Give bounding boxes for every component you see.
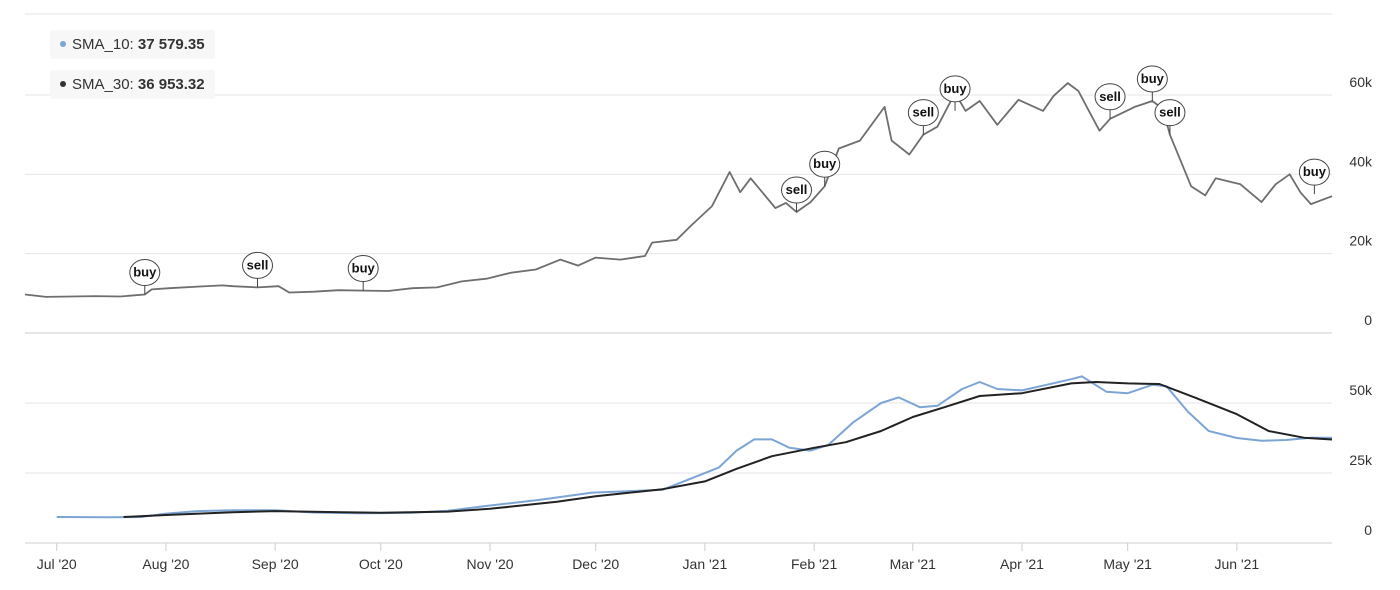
- x-tick-label: Dec '20: [572, 556, 619, 572]
- flag-label: sell: [1099, 89, 1121, 104]
- series-line-sma-30: [123, 381, 1333, 518]
- flag-buy[interactable]: buy: [1298, 158, 1330, 195]
- flag-sell[interactable]: sell: [242, 251, 274, 288]
- x-tick-label: Jan '21: [683, 556, 728, 572]
- flag-buy[interactable]: buy: [1136, 65, 1168, 101]
- flag-bubble: [1094, 83, 1126, 111]
- flag-buy[interactable]: buy: [129, 259, 161, 295]
- flag-bubble: [1136, 65, 1168, 93]
- y-tick-label: 50k: [1349, 382, 1373, 398]
- flag-bubble: [242, 251, 274, 279]
- x-tick-label: Sep '20: [252, 556, 299, 572]
- y-tick-label: 25k: [1349, 452, 1373, 468]
- flag-label: buy: [1303, 164, 1327, 179]
- x-tick-label: May '21: [1103, 556, 1152, 572]
- flag-label: buy: [133, 265, 157, 280]
- flag-bubble: [939, 75, 971, 103]
- flag-label: buy: [813, 156, 837, 171]
- flag-sell[interactable]: sell: [1154, 99, 1186, 135]
- x-tick-label: Nov '20: [467, 556, 514, 572]
- legend-series-value: 36 953.32: [137, 76, 205, 93]
- legend-sma-30: SMA_30: 36 953.32: [50, 70, 215, 99]
- flag-label: buy: [352, 261, 376, 276]
- flag-bubble: [907, 99, 939, 127]
- legend-marker-icon: [60, 81, 66, 88]
- y-tick-label: 40k: [1349, 153, 1373, 169]
- y-tick-label: 0: [1364, 522, 1372, 538]
- y-tick-label: 60k: [1349, 74, 1373, 90]
- flag-bubble: [347, 255, 379, 283]
- flag-label: sell: [247, 257, 269, 272]
- series-line-price: [24, 82, 1333, 298]
- x-tick-label: Mar '21: [890, 556, 936, 572]
- x-tick-label: Oct '20: [359, 556, 403, 572]
- x-tick-label: Feb '21: [791, 556, 837, 572]
- flag-label: sell: [1159, 105, 1181, 120]
- flag-bubble: [781, 176, 813, 204]
- series-line-sma-10: [56, 375, 1333, 519]
- grid-layer: [25, 13, 1332, 551]
- legend-marker-icon: [60, 41, 66, 48]
- legend-sma-10: SMA_10: 37 579.35: [50, 30, 215, 59]
- y-tick-label: 0: [1364, 312, 1372, 328]
- x-tick-label: Aug '20: [142, 556, 189, 572]
- legend-series-name: SMA_10: [72, 36, 130, 53]
- flag-bubble: [1298, 158, 1330, 186]
- label-layer: 0 20k 40k 60k 0 25k 50k Jul '20 Aug '20 Sep '20 Oc…: [37, 74, 1373, 572]
- flag-sell[interactable]: sell: [907, 99, 939, 135]
- legend-series-name: SMA_30: [72, 76, 130, 93]
- flag-label: buy: [943, 81, 967, 96]
- flag-buy[interactable]: buy: [347, 255, 379, 291]
- flag-bubble: [1154, 99, 1186, 127]
- flag-buy[interactable]: buy: [809, 150, 841, 187]
- flag-sell[interactable]: sell: [781, 176, 813, 213]
- flag-label: buy: [1141, 71, 1165, 86]
- series-layer: [24, 82, 1333, 519]
- flag-bubble: [129, 259, 161, 287]
- flag-label: sell: [912, 105, 934, 120]
- flag-label: sell: [786, 182, 808, 197]
- y-tick-label: 20k: [1349, 233, 1373, 249]
- x-tick-label: Jun '21: [1215, 556, 1260, 572]
- x-tick-label: Apr '21: [1000, 556, 1044, 572]
- flag-bubble: [809, 150, 841, 178]
- flag-sell[interactable]: sell: [1094, 83, 1126, 119]
- flag-buy[interactable]: buy: [939, 75, 971, 111]
- x-tick-label: Jul '20: [37, 556, 77, 572]
- legend-series-value: 37 579.35: [137, 36, 205, 53]
